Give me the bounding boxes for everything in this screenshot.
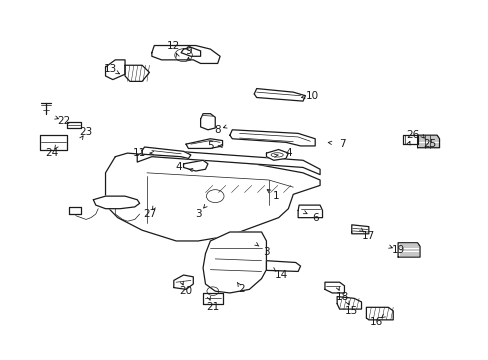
- Polygon shape: [185, 139, 222, 148]
- Text: 5: 5: [206, 141, 213, 151]
- Text: 26: 26: [405, 130, 419, 140]
- Polygon shape: [183, 160, 207, 171]
- Text: 10: 10: [305, 91, 319, 101]
- Text: 27: 27: [142, 209, 156, 219]
- Polygon shape: [298, 205, 322, 218]
- Polygon shape: [125, 65, 149, 81]
- Polygon shape: [66, 122, 81, 128]
- Text: 7: 7: [338, 139, 345, 149]
- Polygon shape: [266, 261, 300, 271]
- Polygon shape: [40, 135, 66, 149]
- Text: 8: 8: [214, 125, 221, 135]
- Text: 3: 3: [263, 247, 269, 257]
- Polygon shape: [417, 135, 439, 148]
- Text: 22: 22: [58, 116, 71, 126]
- Text: 15: 15: [345, 306, 358, 316]
- Text: 18: 18: [335, 292, 348, 302]
- Polygon shape: [181, 47, 200, 56]
- Polygon shape: [397, 243, 419, 257]
- Text: 9: 9: [185, 46, 191, 56]
- Text: 17: 17: [362, 231, 375, 240]
- Text: 25: 25: [422, 139, 435, 149]
- Text: 19: 19: [391, 245, 404, 255]
- Polygon shape: [152, 45, 220, 63]
- Polygon shape: [254, 89, 305, 101]
- Text: 20: 20: [179, 286, 192, 296]
- Text: 14: 14: [274, 270, 287, 280]
- Text: 21: 21: [206, 302, 219, 312]
- Polygon shape: [203, 232, 266, 293]
- Polygon shape: [105, 153, 320, 241]
- Polygon shape: [325, 282, 344, 293]
- Polygon shape: [69, 207, 81, 214]
- Polygon shape: [351, 225, 368, 234]
- Text: 13: 13: [103, 64, 117, 74]
- Polygon shape: [142, 147, 190, 158]
- Polygon shape: [200, 114, 215, 130]
- Text: 3: 3: [194, 209, 201, 219]
- Text: 11: 11: [133, 148, 146, 158]
- Polygon shape: [366, 307, 392, 320]
- Polygon shape: [229, 130, 315, 146]
- Text: 2: 2: [238, 284, 245, 294]
- Text: 16: 16: [369, 317, 382, 327]
- Text: 24: 24: [45, 148, 59, 158]
- Text: 1: 1: [272, 191, 279, 201]
- Polygon shape: [105, 60, 125, 80]
- Text: 12: 12: [167, 41, 180, 50]
- Text: 4: 4: [175, 162, 182, 172]
- Polygon shape: [203, 293, 222, 304]
- Polygon shape: [266, 149, 288, 160]
- Polygon shape: [137, 149, 320, 175]
- Text: 4: 4: [285, 148, 291, 158]
- Polygon shape: [336, 297, 361, 309]
- Polygon shape: [402, 135, 417, 144]
- Polygon shape: [93, 196, 140, 209]
- Text: 6: 6: [311, 213, 318, 222]
- Polygon shape: [173, 275, 193, 289]
- Text: 23: 23: [79, 127, 92, 136]
